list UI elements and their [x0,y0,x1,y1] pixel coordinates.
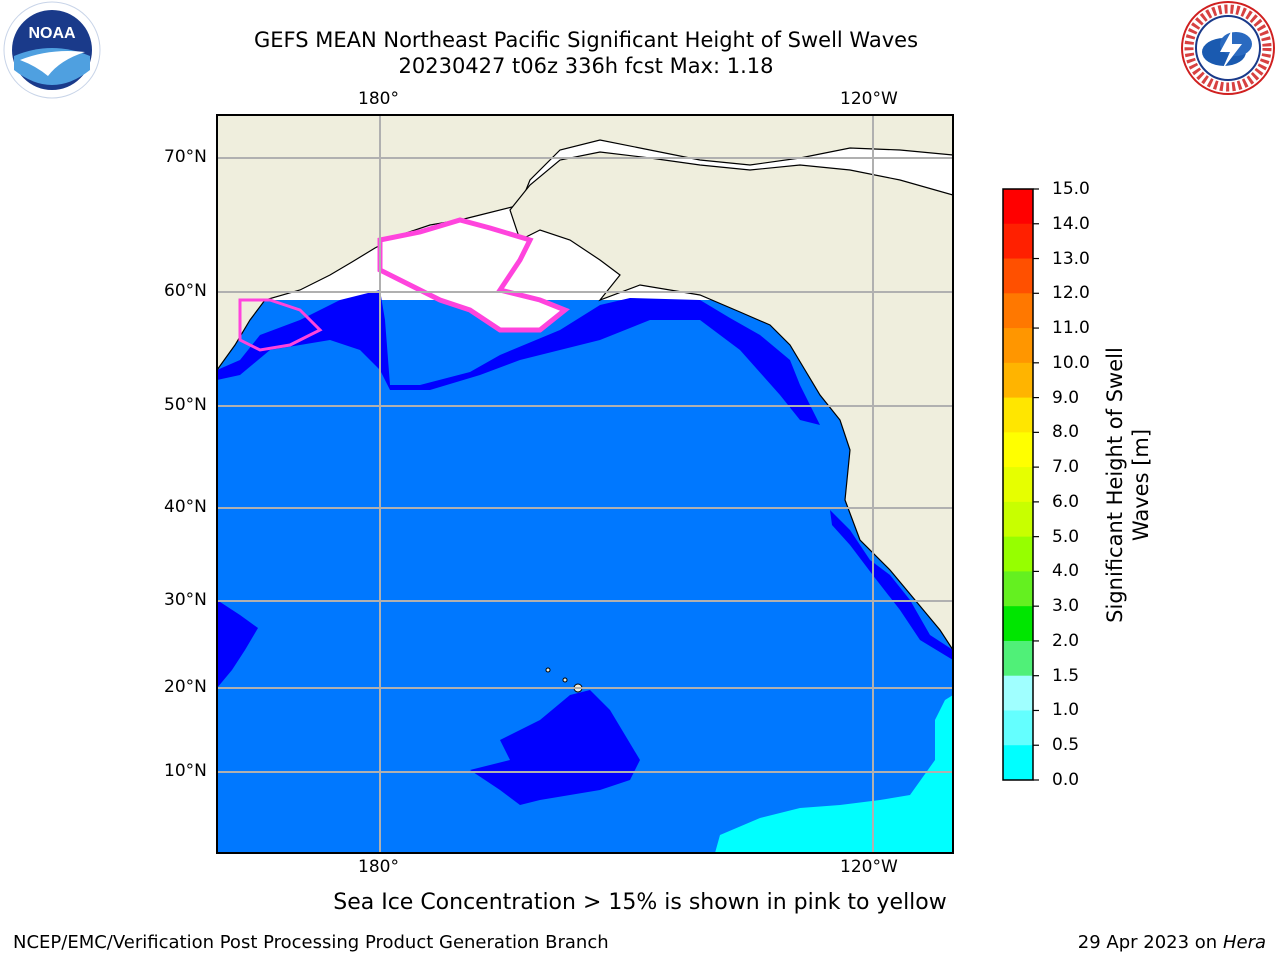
lat-label-70n: 70°N [164,147,207,167]
map-frame [216,114,954,854]
colorbar-tick-label: 4.0 [1052,561,1080,582]
bering-low-swell [217,290,820,425]
footer-host: Hera [1222,932,1266,953]
coast-low-swell [830,510,953,660]
lon-label-top-120w: 120°W [840,89,898,109]
colorbar-frame [1002,188,1034,781]
colorbar-segment [1003,640,1033,677]
footer-date: 29 Apr 2023 on Hera [1078,932,1266,953]
colorbar-tick-label: 8.0 [1052,422,1080,443]
colorbar-segment [1003,571,1033,607]
colorbar-segment [1003,501,1033,538]
colorbar-segment [1003,675,1033,711]
sea-ice-note-text: Sea Ice Concentration > 15% is shown in … [333,890,947,915]
colorbar-segment [1003,362,1033,399]
colorbar-segment [1003,432,1033,468]
lat-label-20n: 20°N [164,677,207,697]
colorbar-segment [1003,328,1033,364]
lat-label-10n: 10°N [164,761,207,781]
colorbar-segment [1003,258,1033,294]
colorbar-tick-label: 1.5 [1052,665,1080,686]
colorbar [1002,188,1039,781]
colorbar-segment [1003,189,1033,225]
colorbar-tick-label: 9.0 [1052,387,1080,408]
colorbar-tick-label: 3.0 [1052,596,1080,617]
sea-ice-bering [377,217,570,333]
lat-label-50n: 50°N [164,395,207,415]
colorbar-tick-label: 12.0 [1052,283,1090,304]
colorbar-segment [1003,223,1033,260]
west-low-swell [217,600,258,688]
colorbar-tick-label: 2.0 [1052,630,1080,651]
lon-label-bottom-180: 180° [358,857,399,877]
colorbar-segment [1003,745,1033,781]
colorbar-tick-label: 0.5 [1052,735,1080,756]
land-north-america [509,151,953,652]
colorbar-tick-label: 6.0 [1052,491,1080,512]
lat-label-60n: 60°N [164,281,207,301]
map-subtitle: 20230427 t06z 336h fcst Max: 1.18 [398,54,774,78]
lon-label-top-180: 180° [358,89,399,109]
lat-label-30n: 30°N [164,590,207,610]
colorbar-tick-label: 15.0 [1052,179,1090,199]
colorbar-segment [1003,536,1033,572]
colorbar-segment [1003,467,1033,503]
lat-label-40n: 40°N [164,497,207,517]
sea-ice-west [238,298,323,352]
colorbar-tick-label: 0.0 [1052,770,1080,790]
colorbar-tick-label: 10.0 [1052,352,1090,373]
noaa-logo: NOAA [3,1,101,99]
colorbar-segment [1003,710,1033,746]
colorbar-tick-label: 7.0 [1052,457,1080,478]
colorbar-segment [1003,606,1033,642]
gridlines [217,115,953,853]
footer-credit: NCEP/EMC/Verification Post Processing Pr… [13,932,609,953]
colorbar-tick-label: 13.0 [1052,248,1090,269]
colorbar-segment [1003,293,1033,329]
lon-label-bottom-120w: 120°W [840,857,898,877]
colorbar-tick-label: 14.0 [1052,213,1090,234]
colorbar-tick-label: 1.0 [1052,700,1080,721]
noaa-logo-text: NOAA [28,25,76,42]
footer-date-text: 29 Apr 2023 on [1077,932,1223,953]
colorbar-tick-label: 5.0 [1052,526,1080,547]
sea-ice-note: Sea Ice Concentration > 15% is shown in … [0,890,1280,915]
colorbar-tick-label: 11.0 [1052,318,1090,339]
colorbar-title: Significant Height of Swell Waves [m] [1103,347,1153,623]
colorbar-segment [1003,397,1033,433]
tropical-high-swell [715,695,953,853]
map-title: GEFS MEAN Northeast Pacific Significant … [253,28,919,52]
land-siberia [217,115,953,372]
nws-logo [1181,1,1275,95]
hawaii-low-swell [470,690,640,805]
